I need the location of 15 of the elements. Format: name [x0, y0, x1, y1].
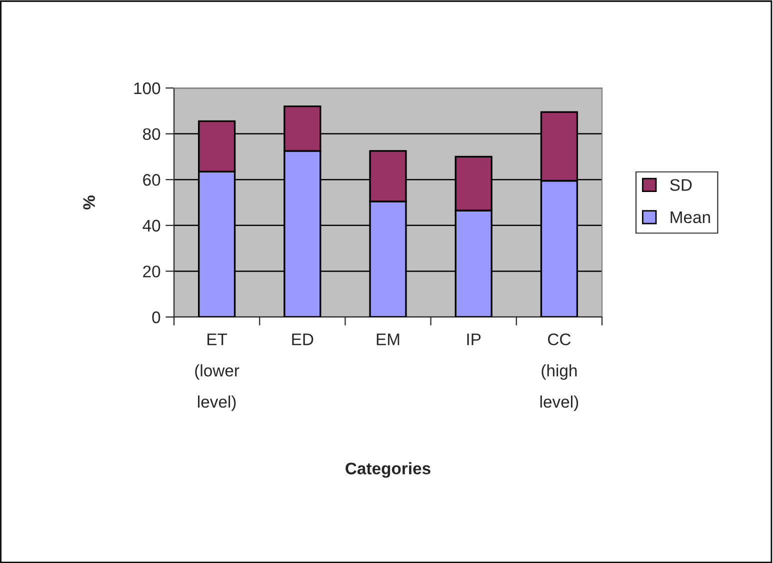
legend-label: SD — [670, 179, 692, 191]
y-tick-label: 40 — [142, 220, 160, 232]
y-tick-label: 80 — [142, 128, 160, 140]
y-tick-label: 100 — [134, 82, 160, 94]
x-tick-label: IP — [467, 334, 481, 346]
y-tick-label: 20 — [143, 266, 160, 278]
x-tick-label: ED — [292, 334, 314, 346]
x-axis-title: Categories — [346, 462, 430, 478]
y-axis-title: % — [83, 196, 95, 210]
legend-label: Mean — [670, 212, 710, 224]
x-tick-label: ET (lower level) — [195, 334, 240, 412]
x-tick-label: CC (high level) — [540, 333, 578, 412]
x-tick-label: EM — [376, 334, 400, 346]
y-tick-label: 0 — [152, 311, 160, 324]
y-tick-label: 60 — [143, 174, 160, 186]
